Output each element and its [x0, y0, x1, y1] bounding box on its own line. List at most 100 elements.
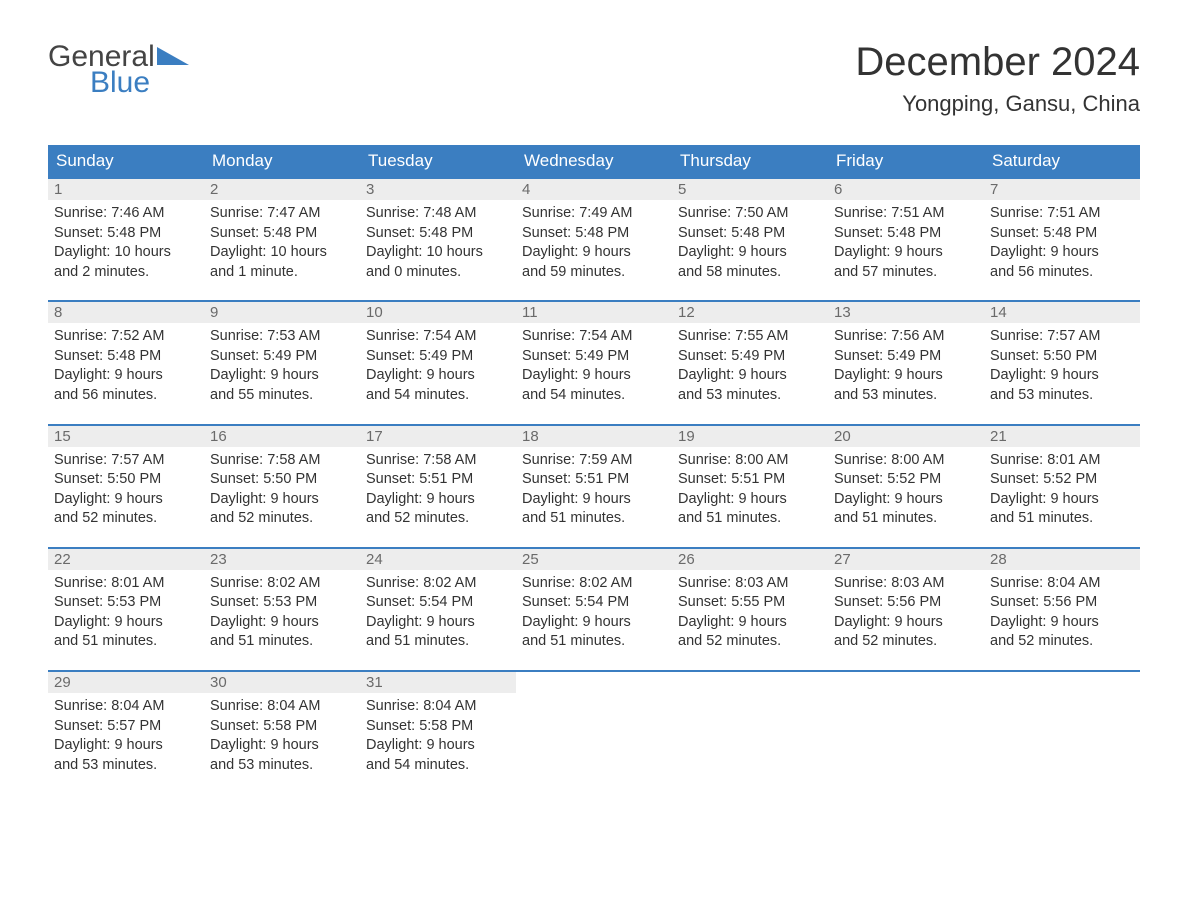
sunrise-text: Sunrise: 7:49 AM [522, 204, 666, 224]
sunset-text: Sunset: 5:49 PM [678, 347, 822, 367]
day-body: Sunrise: 7:51 AMSunset: 5:48 PMDaylight:… [828, 200, 984, 290]
day-number: 15 [48, 426, 204, 447]
day-number: 4 [516, 179, 672, 200]
daylight-text: Daylight: 9 hours [990, 366, 1134, 386]
sunrise-text: Sunrise: 8:00 AM [834, 451, 978, 471]
day-number: 11 [516, 302, 672, 323]
daylight-text: and 58 minutes. [678, 263, 822, 283]
day-cell: 12Sunrise: 7:55 AMSunset: 5:49 PMDayligh… [672, 302, 828, 413]
day-cell [828, 672, 984, 783]
day-cell: 4Sunrise: 7:49 AMSunset: 5:48 PMDaylight… [516, 179, 672, 290]
day-cell: 20Sunrise: 8:00 AMSunset: 5:52 PMDayligh… [828, 426, 984, 537]
day-number: 29 [48, 672, 204, 693]
daylight-text: Daylight: 9 hours [54, 736, 198, 756]
day-cell: 15Sunrise: 7:57 AMSunset: 5:50 PMDayligh… [48, 426, 204, 537]
daylight-text: and 51 minutes. [990, 509, 1134, 529]
daylight-text: and 53 minutes. [210, 756, 354, 776]
day-header-sun: Sunday [48, 145, 204, 177]
location-label: Yongping, Gansu, China [855, 91, 1140, 117]
day-number: 30 [204, 672, 360, 693]
day-number: 28 [984, 549, 1140, 570]
day-number: 10 [360, 302, 516, 323]
day-number: 14 [984, 302, 1140, 323]
sunrise-text: Sunrise: 8:03 AM [678, 574, 822, 594]
day-number: 7 [984, 179, 1140, 200]
sunrise-text: Sunrise: 7:53 AM [210, 327, 354, 347]
day-cell: 11Sunrise: 7:54 AMSunset: 5:49 PMDayligh… [516, 302, 672, 413]
sunset-text: Sunset: 5:54 PM [366, 593, 510, 613]
daylight-text: and 52 minutes. [210, 509, 354, 529]
daylight-text: Daylight: 9 hours [210, 490, 354, 510]
daylight-text: and 51 minutes. [210, 632, 354, 652]
sunrise-text: Sunrise: 7:58 AM [210, 451, 354, 471]
sunrise-text: Sunrise: 8:01 AM [990, 451, 1134, 471]
day-number: 25 [516, 549, 672, 570]
sunset-text: Sunset: 5:53 PM [54, 593, 198, 613]
sunset-text: Sunset: 5:51 PM [366, 470, 510, 490]
daylight-text: and 56 minutes. [54, 386, 198, 406]
day-body: Sunrise: 8:04 AMSunset: 5:58 PMDaylight:… [360, 693, 516, 783]
daylight-text: and 52 minutes. [990, 632, 1134, 652]
day-cell: 22Sunrise: 8:01 AMSunset: 5:53 PMDayligh… [48, 549, 204, 660]
sunrise-text: Sunrise: 7:57 AM [54, 451, 198, 471]
day-number: 1 [48, 179, 204, 200]
daylight-text: Daylight: 9 hours [678, 243, 822, 263]
sunrise-text: Sunrise: 7:58 AM [366, 451, 510, 471]
sunset-text: Sunset: 5:54 PM [522, 593, 666, 613]
sunset-text: Sunset: 5:56 PM [834, 593, 978, 613]
day-header-row: Sunday Monday Tuesday Wednesday Thursday… [48, 145, 1140, 177]
daylight-text: and 54 minutes. [366, 386, 510, 406]
sunrise-text: Sunrise: 8:04 AM [54, 697, 198, 717]
daylight-text: and 57 minutes. [834, 263, 978, 283]
week-row: 8Sunrise: 7:52 AMSunset: 5:48 PMDaylight… [48, 300, 1140, 413]
day-body: Sunrise: 7:50 AMSunset: 5:48 PMDaylight:… [672, 200, 828, 290]
day-body: Sunrise: 7:53 AMSunset: 5:49 PMDaylight:… [204, 323, 360, 413]
daylight-text: Daylight: 9 hours [990, 243, 1134, 263]
daylight-text: Daylight: 9 hours [366, 366, 510, 386]
day-number: 31 [360, 672, 516, 693]
day-cell: 24Sunrise: 8:02 AMSunset: 5:54 PMDayligh… [360, 549, 516, 660]
day-header-tue: Tuesday [360, 145, 516, 177]
sunset-text: Sunset: 5:48 PM [834, 224, 978, 244]
sunset-text: Sunset: 5:49 PM [522, 347, 666, 367]
day-number: 9 [204, 302, 360, 323]
daylight-text: Daylight: 9 hours [834, 366, 978, 386]
day-body: Sunrise: 8:02 AMSunset: 5:54 PMDaylight:… [516, 570, 672, 660]
sunrise-text: Sunrise: 7:47 AM [210, 204, 354, 224]
day-body: Sunrise: 8:00 AMSunset: 5:52 PMDaylight:… [828, 447, 984, 537]
daylight-text: Daylight: 9 hours [522, 613, 666, 633]
week-row: 29Sunrise: 8:04 AMSunset: 5:57 PMDayligh… [48, 670, 1140, 783]
sunrise-text: Sunrise: 8:02 AM [366, 574, 510, 594]
sunset-text: Sunset: 5:48 PM [678, 224, 822, 244]
daylight-text: Daylight: 9 hours [366, 736, 510, 756]
daylight-text: and 51 minutes. [366, 632, 510, 652]
header: General Blue December 2024 Yongping, Gan… [48, 40, 1140, 117]
day-body: Sunrise: 7:48 AMSunset: 5:48 PMDaylight:… [360, 200, 516, 290]
sunset-text: Sunset: 5:52 PM [834, 470, 978, 490]
day-cell: 31Sunrise: 8:04 AMSunset: 5:58 PMDayligh… [360, 672, 516, 783]
day-body: Sunrise: 7:58 AMSunset: 5:51 PMDaylight:… [360, 447, 516, 537]
sunset-text: Sunset: 5:55 PM [678, 593, 822, 613]
daylight-text: and 53 minutes. [834, 386, 978, 406]
sunrise-text: Sunrise: 8:03 AM [834, 574, 978, 594]
day-body: Sunrise: 8:02 AMSunset: 5:54 PMDaylight:… [360, 570, 516, 660]
daylight-text: and 52 minutes. [54, 509, 198, 529]
sunrise-text: Sunrise: 8:04 AM [366, 697, 510, 717]
daylight-text: Daylight: 9 hours [54, 613, 198, 633]
day-body: Sunrise: 7:47 AMSunset: 5:48 PMDaylight:… [204, 200, 360, 290]
day-number: 23 [204, 549, 360, 570]
sunset-text: Sunset: 5:56 PM [990, 593, 1134, 613]
daylight-text: Daylight: 10 hours [366, 243, 510, 263]
daylight-text: Daylight: 10 hours [210, 243, 354, 263]
day-body: Sunrise: 8:04 AMSunset: 5:57 PMDaylight:… [48, 693, 204, 783]
daylight-text: Daylight: 9 hours [522, 490, 666, 510]
daylight-text: and 59 minutes. [522, 263, 666, 283]
daylight-text: and 53 minutes. [54, 756, 198, 776]
day-body: Sunrise: 7:55 AMSunset: 5:49 PMDaylight:… [672, 323, 828, 413]
day-number: 8 [48, 302, 204, 323]
week-row: 1Sunrise: 7:46 AMSunset: 5:48 PMDaylight… [48, 177, 1140, 290]
day-number: 2 [204, 179, 360, 200]
day-cell: 10Sunrise: 7:54 AMSunset: 5:49 PMDayligh… [360, 302, 516, 413]
sunrise-text: Sunrise: 7:46 AM [54, 204, 198, 224]
day-number: 3 [360, 179, 516, 200]
